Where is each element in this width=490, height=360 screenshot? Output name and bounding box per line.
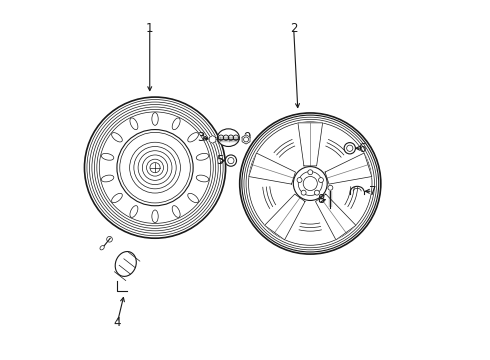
Polygon shape (316, 194, 356, 240)
Text: 5: 5 (217, 154, 224, 167)
Ellipse shape (130, 206, 138, 217)
Ellipse shape (196, 153, 209, 160)
Ellipse shape (196, 175, 209, 182)
Polygon shape (265, 194, 305, 240)
Text: 3: 3 (197, 131, 205, 144)
Ellipse shape (218, 129, 239, 147)
Polygon shape (325, 153, 372, 184)
Ellipse shape (188, 193, 198, 203)
Ellipse shape (115, 252, 136, 276)
Ellipse shape (101, 153, 114, 160)
Ellipse shape (188, 132, 198, 142)
Circle shape (297, 177, 302, 183)
Circle shape (344, 143, 355, 154)
Ellipse shape (152, 113, 158, 125)
Ellipse shape (112, 193, 122, 203)
Text: 4: 4 (114, 316, 121, 329)
Circle shape (318, 177, 323, 183)
Circle shape (315, 190, 319, 195)
Text: 6: 6 (358, 142, 366, 155)
Ellipse shape (172, 206, 180, 217)
Polygon shape (209, 136, 216, 143)
Text: 7: 7 (369, 185, 376, 198)
Ellipse shape (152, 210, 158, 223)
Circle shape (225, 155, 237, 166)
Text: 9: 9 (244, 131, 251, 144)
Text: 8: 8 (318, 193, 325, 206)
Polygon shape (249, 153, 295, 184)
Text: 1: 1 (146, 22, 153, 35)
Circle shape (301, 190, 306, 195)
Circle shape (328, 185, 333, 190)
Polygon shape (298, 123, 322, 166)
Circle shape (308, 170, 313, 175)
Text: 2: 2 (290, 22, 297, 35)
Ellipse shape (101, 175, 114, 182)
Polygon shape (242, 135, 250, 144)
Ellipse shape (172, 118, 180, 130)
Ellipse shape (112, 132, 122, 142)
Ellipse shape (100, 246, 104, 250)
Ellipse shape (130, 118, 138, 130)
